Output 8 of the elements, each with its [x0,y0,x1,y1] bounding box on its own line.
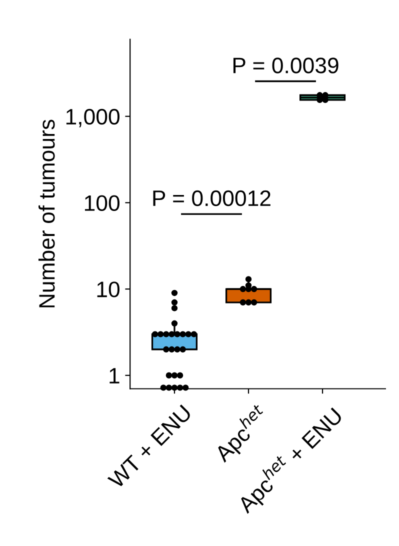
y-tick-label: 1 [110,368,120,384]
annotation: P = 0.00012 [153,190,270,206]
y-axis-title: Number of tumours [38,120,55,308]
y-tick-label: 1,000 [66,108,120,128]
y-tick-label: 100 [84,195,120,211]
x-tick-label: Apc$^{het}$ [214,403,264,463]
annotation: P = 0.0039 [233,58,338,74]
y-tick-label: 10 [97,282,120,298]
